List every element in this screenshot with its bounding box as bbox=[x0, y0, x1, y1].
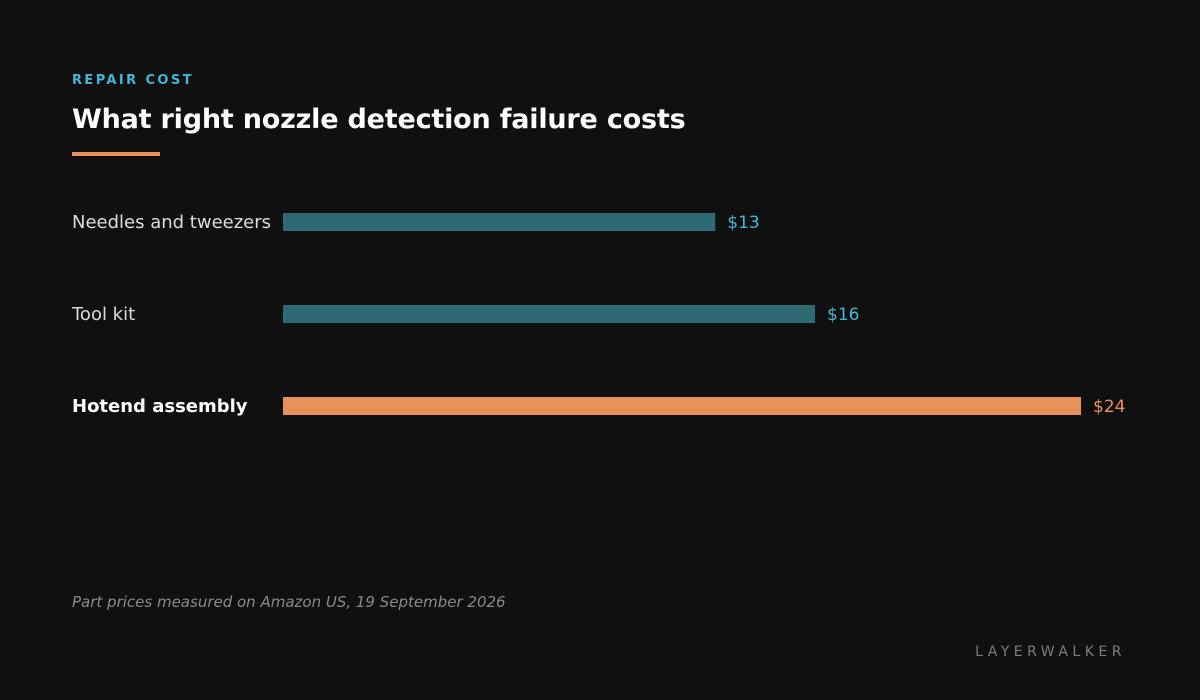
category-label: Needles and tweezers bbox=[72, 212, 271, 233]
category-label: Tool kit bbox=[71, 304, 135, 325]
bar bbox=[283, 213, 716, 231]
bar bbox=[283, 305, 815, 323]
value-label: $24 bbox=[1093, 397, 1125, 417]
source-note: Part prices measured on Amazon US, 19 Se… bbox=[72, 593, 506, 611]
bar bbox=[283, 397, 1081, 415]
category-label: Hotend assembly bbox=[72, 396, 248, 417]
page-title: What right nozzle detection failure cost… bbox=[72, 104, 686, 135]
value-label: $13 bbox=[727, 213, 759, 233]
value-label: $16 bbox=[827, 305, 859, 325]
brand-wordmark: LAYERWALKER bbox=[975, 644, 1126, 660]
title-accent-rule bbox=[72, 152, 160, 156]
eyebrow-label: REPAIR COST bbox=[72, 73, 194, 88]
